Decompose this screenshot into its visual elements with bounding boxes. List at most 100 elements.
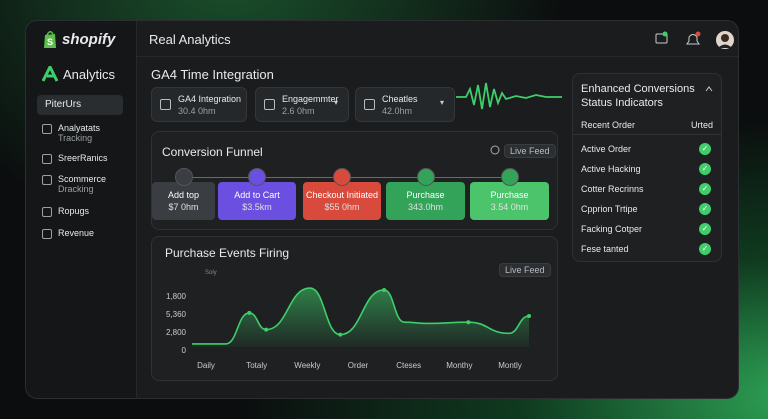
step-dot <box>416 168 435 186</box>
funnel-step: Purchase 3.54 0hm <box>470 182 549 220</box>
step-value: 3.54 0hm <box>490 202 529 212</box>
point <box>382 287 387 292</box>
selected-item[interactable]: PiterUrs <box>37 95 123 115</box>
step-dot <box>174 168 193 186</box>
funnel-step: Purchase 343.0hm <box>386 182 465 220</box>
step-label: Add top <box>167 190 200 200</box>
status-label: Cotter Recrinns <box>581 184 644 194</box>
wave <box>456 82 562 110</box>
step-dot <box>500 168 519 186</box>
integration-title: GA4 Time Integration <box>151 67 274 82</box>
check: ✓ <box>699 203 711 215</box>
x-label: Order <box>348 361 369 370</box>
status-col2: Urted <box>691 120 714 130</box>
logo-icon: S <box>44 31 56 48</box>
step-value: 343.0hm <box>407 202 444 212</box>
card-icon <box>264 99 275 110</box>
x-label: Weekly <box>294 361 320 370</box>
topbar: Real Analytics <box>137 21 738 57</box>
y-label: 2,800 <box>166 328 187 337</box>
chevron[interactable] <box>705 86 713 92</box>
status-label: Active Order <box>581 144 632 154</box>
y-label: 1,800 <box>166 292 187 301</box>
point <box>247 310 252 315</box>
point <box>466 320 471 325</box>
sidebar: S shopify Analytics PiterUrs Analyatats T… <box>26 21 137 398</box>
card-caret: ▾ <box>334 98 339 107</box>
funnel-step: Add to Cart $3.5km <box>218 182 296 220</box>
x-label: Montly <box>498 361 522 370</box>
step-label: Purchase <box>490 190 529 200</box>
card-icon <box>160 99 171 110</box>
x-label: Totaly <box>246 361 267 370</box>
card-icon <box>364 99 375 110</box>
step-dot <box>333 168 351 186</box>
step-value: $3.5km <box>242 202 272 212</box>
x-label: Monthy <box>446 361 472 370</box>
status-col1: Recent Order <box>581 120 636 130</box>
top-icons <box>655 31 734 49</box>
header-title: Real Analytics <box>149 32 231 47</box>
check: ✓ <box>699 243 711 255</box>
funnel-panel: Conversion Funnel Live Feed Add top $7 0h… <box>151 131 558 230</box>
funnel-step: Checkout Initiated $55 0hm <box>303 182 381 220</box>
analytics-icon <box>42 66 59 82</box>
menu-icon <box>42 154 52 164</box>
integration-card[interactable]: Cheatles 42.0hm ▾ <box>355 87 455 122</box>
divider <box>573 134 721 135</box>
y-label: 5,360 <box>166 310 187 319</box>
chart-badge[interactable]: Live Feed <box>499 263 551 277</box>
card-value: 2.6 0hm <box>282 106 315 116</box>
menu-label: Scommerce <box>58 174 107 184</box>
refresh-icon <box>490 145 500 155</box>
card-label: GA4 Integration <box>178 94 242 104</box>
status-title: Enhanced Conversions Status Indicators <box>581 83 695 109</box>
status-label: Cpprion Trtipe <box>581 204 638 214</box>
status-label: Facking Cotper <box>581 224 643 234</box>
chart-title: Purchase Events Firing <box>165 246 289 260</box>
chart-subtitle: Soly <box>205 270 217 276</box>
selected-label: PiterUrs <box>45 99 82 110</box>
integration-card[interactable]: GA4 Integration 30.4 0hm <box>151 87 247 122</box>
step-label: Add to Cart <box>234 190 280 200</box>
menu-label: SreerRanics <box>58 153 108 163</box>
funnel-badge[interactable]: Live Feed <box>504 144 556 158</box>
y-label: 0 <box>182 346 187 355</box>
point <box>527 314 531 318</box>
menu-icon <box>42 124 52 134</box>
x-label: Daily <box>197 361 215 370</box>
menu-label: Analyatats <box>58 123 101 133</box>
point <box>264 327 269 332</box>
funnel-step: Add top $7 0hm <box>152 182 215 220</box>
chart: Purchase Events Firing Soly 1,800 5,360 2,… <box>165 246 531 370</box>
card-value: 30.4 0hm <box>178 106 216 116</box>
point <box>338 332 343 337</box>
funnel-title: Conversion Funnel <box>162 145 263 159</box>
step-label: Purchase <box>406 190 445 200</box>
check: ✓ <box>699 223 711 235</box>
card-label: Cheatles <box>382 94 418 104</box>
area <box>192 288 529 347</box>
window: S shopify Analytics PiterUrs Analyatats T… <box>25 20 739 399</box>
card-label: Engagemmter <box>282 94 339 104</box>
menu-sub: Tracking <box>58 133 93 143</box>
check: ✓ <box>699 143 711 155</box>
menu-icon <box>42 207 52 217</box>
chart-panel: Purchase Events Firing Soly 1,800 5,360 2,… <box>151 236 558 381</box>
integration-card[interactable]: Engagemmter 2.6 0hm ▾ <box>255 87 349 122</box>
step-label: Checkout Initiated <box>305 190 379 200</box>
step-value: $7 0hm <box>168 202 199 212</box>
step-value: $55 0hm <box>324 202 360 212</box>
menu-sub: Dracking <box>58 184 94 194</box>
card-value: 42.0hm <box>382 106 413 116</box>
check: ✓ <box>699 163 711 175</box>
menu-label: Revenue <box>58 228 95 238</box>
section-title: Analytics <box>63 67 116 82</box>
menu-label: Ropugs <box>58 206 90 216</box>
step-dot <box>248 168 266 186</box>
menu-icon <box>42 175 52 185</box>
x-label: Cteses <box>396 361 421 370</box>
logo: shopify <box>62 31 116 48</box>
check: ✓ <box>699 183 711 195</box>
